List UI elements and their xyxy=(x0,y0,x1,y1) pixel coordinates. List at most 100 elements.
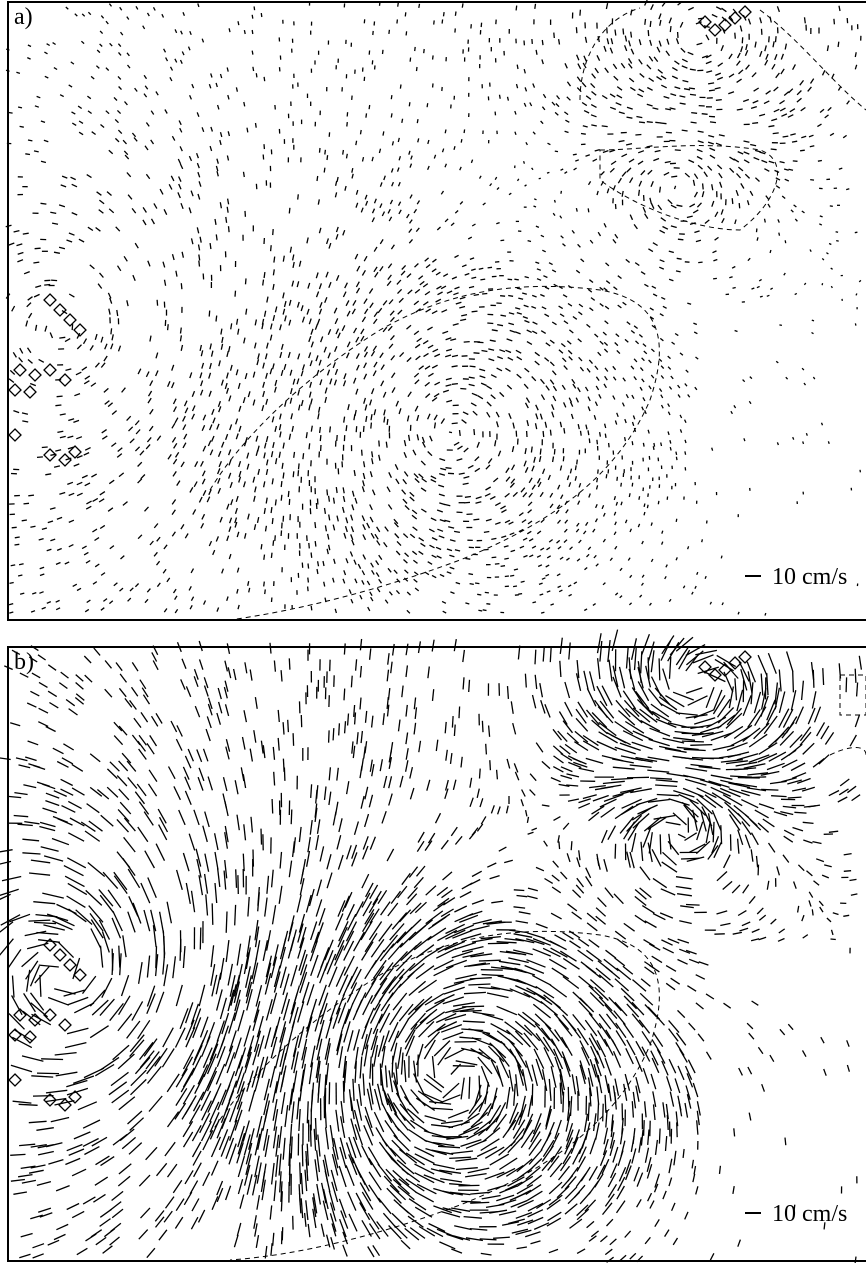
vector xyxy=(325,1106,326,1128)
vector xyxy=(823,668,824,685)
vector xyxy=(293,733,294,746)
vector xyxy=(26,961,38,979)
vector xyxy=(207,716,211,728)
vector xyxy=(92,1137,107,1146)
vector xyxy=(678,1010,685,1017)
vector xyxy=(0,939,13,956)
vector xyxy=(541,379,545,384)
vector xyxy=(515,772,518,780)
vector xyxy=(447,549,452,551)
vector xyxy=(673,738,695,741)
vector xyxy=(517,980,537,989)
vector xyxy=(497,1006,517,1015)
vector xyxy=(117,776,127,786)
vector xyxy=(264,582,265,587)
vector xyxy=(289,208,290,214)
vector xyxy=(777,866,780,875)
vector xyxy=(174,407,177,412)
vector xyxy=(217,159,218,164)
vector xyxy=(855,65,856,70)
vector xyxy=(300,1162,301,1184)
vector xyxy=(782,196,785,199)
vector xyxy=(697,1120,698,1134)
vector xyxy=(434,415,437,420)
vector xyxy=(755,42,756,48)
vector xyxy=(90,265,95,269)
vector xyxy=(507,806,509,814)
vector xyxy=(192,391,194,397)
vector xyxy=(276,458,277,464)
vector xyxy=(577,55,579,61)
vector xyxy=(650,603,652,605)
vector xyxy=(606,950,616,958)
vector xyxy=(298,354,300,360)
vector xyxy=(510,533,515,535)
vector xyxy=(423,442,426,447)
vector xyxy=(627,777,649,778)
vector xyxy=(731,736,751,746)
vector xyxy=(148,398,151,403)
vector xyxy=(85,831,100,841)
vector xyxy=(201,381,203,387)
vector xyxy=(417,338,422,342)
vector xyxy=(338,855,343,870)
vector xyxy=(203,1172,210,1186)
vector xyxy=(620,568,622,571)
vector xyxy=(532,331,537,334)
vector xyxy=(827,45,828,51)
vector xyxy=(27,58,30,60)
vector xyxy=(601,807,615,817)
vector xyxy=(554,449,555,455)
vector xyxy=(319,908,325,925)
vector xyxy=(180,335,181,341)
vector xyxy=(151,140,154,144)
vector xyxy=(28,297,33,301)
vector xyxy=(819,224,822,225)
vector xyxy=(552,968,569,979)
vector xyxy=(708,166,712,170)
vector xyxy=(106,111,109,114)
vector xyxy=(388,903,398,916)
vector xyxy=(264,77,265,81)
vector xyxy=(744,438,745,441)
vector xyxy=(345,283,348,288)
vector xyxy=(527,933,545,939)
vector xyxy=(132,1001,143,1020)
vector xyxy=(202,363,204,369)
vector xyxy=(266,498,267,504)
vector xyxy=(471,269,476,270)
vector xyxy=(168,324,169,330)
vector xyxy=(285,316,287,322)
vector xyxy=(317,957,325,978)
vector xyxy=(739,203,740,208)
contour xyxy=(210,286,659,620)
vector xyxy=(144,910,150,931)
vector xyxy=(297,1097,299,1119)
vector xyxy=(68,419,74,421)
vector xyxy=(587,913,597,921)
vector xyxy=(778,219,779,222)
vector xyxy=(335,609,336,613)
vector xyxy=(40,567,44,569)
vector xyxy=(327,549,328,554)
vector xyxy=(202,425,204,431)
vector xyxy=(639,89,644,92)
vector xyxy=(344,570,346,575)
vector xyxy=(576,398,578,403)
vector xyxy=(565,120,569,122)
vector xyxy=(533,84,535,88)
vector xyxy=(536,405,539,410)
vector xyxy=(645,410,647,414)
vector xyxy=(802,368,804,370)
vector xyxy=(16,758,27,761)
vector xyxy=(508,358,513,361)
vector xyxy=(402,686,403,698)
vector xyxy=(263,363,265,369)
vector xyxy=(362,1145,372,1165)
vector xyxy=(565,63,567,68)
vector xyxy=(397,541,401,545)
vector xyxy=(414,373,418,377)
vector xyxy=(721,209,723,214)
vector xyxy=(181,679,185,689)
vector xyxy=(193,406,196,412)
